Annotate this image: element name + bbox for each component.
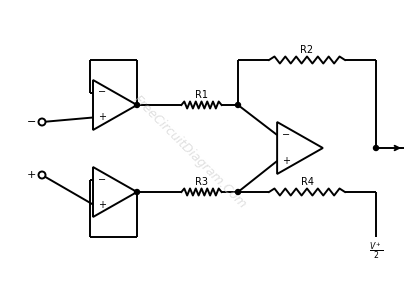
Text: −: −: [26, 117, 36, 127]
Text: R3: R3: [195, 177, 208, 187]
Text: FreeCircuitDiagram.Com: FreeCircuitDiagram.Com: [131, 93, 249, 211]
Circle shape: [39, 172, 45, 178]
Text: +: +: [98, 112, 106, 122]
Text: +: +: [282, 156, 290, 166]
Circle shape: [373, 146, 378, 151]
Text: +: +: [98, 200, 106, 209]
Text: R4: R4: [300, 177, 313, 187]
Text: −: −: [98, 88, 106, 98]
Text: $\frac{V^+}{2}$: $\frac{V^+}{2}$: [369, 240, 383, 261]
Circle shape: [134, 190, 139, 194]
Circle shape: [236, 190, 241, 194]
Text: R2: R2: [300, 45, 314, 55]
Text: R1: R1: [195, 90, 208, 100]
Circle shape: [134, 103, 139, 107]
Circle shape: [39, 118, 45, 125]
Text: −: −: [282, 130, 290, 140]
Text: +: +: [26, 170, 36, 180]
Circle shape: [236, 103, 241, 107]
Text: −: −: [98, 175, 106, 184]
